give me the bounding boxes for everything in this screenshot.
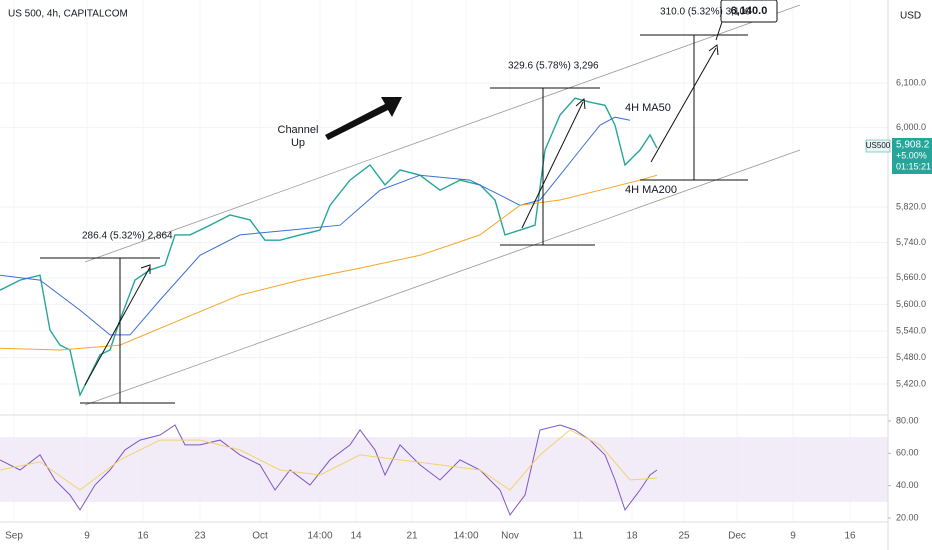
- x-tick-label: 9: [790, 531, 796, 542]
- x-tick-label: Nov: [501, 531, 519, 542]
- y-tick-label: 60.00: [896, 448, 919, 458]
- axis-unit: USD: [900, 11, 921, 22]
- annotation: Up: [291, 137, 305, 149]
- series-line: [0, 116, 631, 336]
- x-tick-label: 14:00: [307, 531, 332, 542]
- y-tick-label: 40.00: [896, 480, 919, 490]
- x-tick-label: 21: [406, 531, 418, 542]
- y-tick-label: 5,480.0: [896, 352, 926, 362]
- callout-box: [720, 0, 778, 23]
- x-tick-label: 16: [137, 531, 149, 542]
- x-tick-label: 16: [844, 531, 856, 542]
- series-line: [0, 424, 658, 516]
- chart-title: US 500, 4h, CAPITALCOM: [8, 9, 128, 20]
- channel-upper: [84, 4, 801, 263]
- symbol-tag-text: US500: [866, 141, 891, 150]
- x-tick-label: 11: [573, 531, 584, 542]
- x-tick-label: Dec: [728, 531, 746, 542]
- y-tick-label: 5,420.0: [896, 378, 926, 388]
- price-tag: [892, 138, 932, 174]
- y-tick-label: 20.00: [896, 512, 919, 522]
- measure-tools: [40, 34, 748, 404]
- series-line: [0, 429, 658, 491]
- price-tag-text: 01:15:21: [896, 161, 931, 171]
- annotation: 329.6 (5.78%) 3,296: [508, 61, 599, 72]
- symbol-tag: [865, 139, 891, 153]
- series-line: [0, 97, 658, 398]
- y-tick-label: 5,740.0: [896, 237, 926, 247]
- y-tick-label: 5,540.0: [896, 325, 926, 335]
- channel-lower: [84, 149, 801, 406]
- series-label: 4H MA50: [625, 102, 671, 114]
- series-label: 4H MA200: [625, 184, 677, 196]
- y-tick-label: 5,660.0: [896, 272, 926, 282]
- price-tag-text: 5,908.2: [896, 140, 930, 151]
- y-tick-label: 5,820.0: [896, 201, 926, 211]
- x-tick-label: 9: [84, 531, 90, 542]
- channel-arrow: [325, 97, 402, 140]
- series-line: [0, 174, 658, 351]
- y-tick-label: 6,100.0: [896, 78, 926, 88]
- x-tick-label: Oct: [252, 531, 268, 542]
- callout-pointer: [715, 21, 723, 41]
- rsi-band: [0, 437, 888, 502]
- x-tick-label: 25: [678, 531, 690, 542]
- series-group: [0, 97, 658, 516]
- x-tick-label: 18: [626, 531, 638, 542]
- price-tag-text: +5.00%: [896, 150, 927, 160]
- y-tick-label: 6,000.0: [896, 122, 926, 132]
- annotation: 310.0 (5.32%) 3,100: [660, 7, 751, 18]
- annotation: 286.4 (5.32%) 2,864: [82, 231, 173, 242]
- x-tick-label: 23: [194, 531, 206, 542]
- annotation: Channel: [278, 124, 319, 136]
- y-tick-label: 5,600.0: [896, 299, 926, 309]
- annotation: 6,140.0: [731, 5, 768, 17]
- y-tick-label: 80.00: [896, 415, 919, 425]
- x-tick-label: Sep: [5, 531, 23, 542]
- x-tick-label: 14: [350, 531, 362, 542]
- x-tick-label: 14:00: [453, 531, 478, 542]
